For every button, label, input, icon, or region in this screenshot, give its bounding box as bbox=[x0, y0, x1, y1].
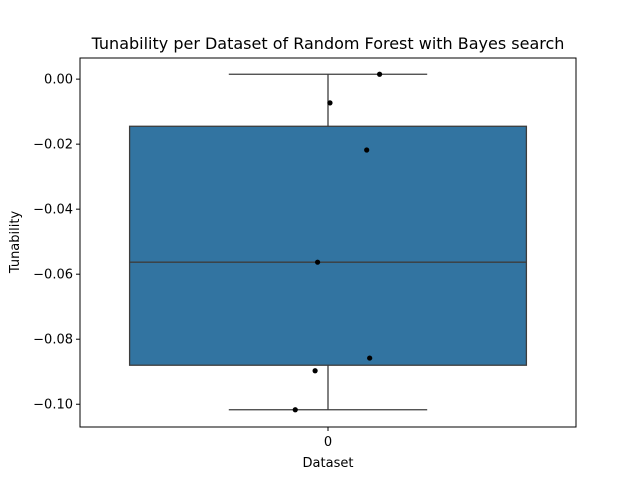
data-point-3 bbox=[314, 259, 321, 265]
y-tick-label: −0.04 bbox=[33, 203, 73, 218]
y-axis-ticks: 0.00 −0.02 −0.04 −0.06 −0.08 −0.10 bbox=[33, 73, 80, 413]
x-axis-ticks: 0 bbox=[324, 427, 332, 450]
y-tick-label: −0.02 bbox=[33, 138, 73, 153]
y-tick-label: −0.10 bbox=[33, 398, 73, 413]
x-axis-label: Dataset bbox=[303, 456, 354, 471]
x-tick-label: 0 bbox=[324, 435, 332, 450]
data-point-4 bbox=[367, 355, 373, 361]
plot-area bbox=[128, 71, 528, 413]
y-tick-label: 0.00 bbox=[44, 73, 73, 88]
chart-title: Tunability per Dataset of Random Forest … bbox=[91, 34, 565, 53]
data-point-1 bbox=[327, 100, 333, 106]
data-point-5 bbox=[312, 368, 318, 374]
data-point-2 bbox=[364, 147, 370, 153]
y-axis-label: Tunability bbox=[8, 211, 23, 275]
y-tick-label: −0.06 bbox=[33, 268, 73, 283]
interquartile-box bbox=[128, 125, 528, 366]
data-point-6 bbox=[292, 407, 298, 413]
data-point-0 bbox=[376, 71, 383, 77]
y-tick-label: −0.08 bbox=[33, 333, 73, 348]
